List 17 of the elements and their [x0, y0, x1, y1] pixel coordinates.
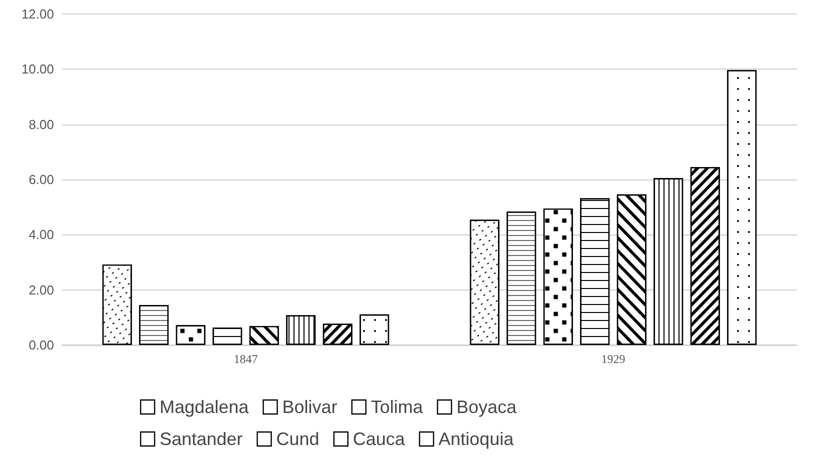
- y-tick-label: 0.00: [28, 338, 54, 352]
- legend-label: Tolima: [370, 397, 424, 417]
- y-tick-label: 2.00: [28, 282, 54, 298]
- legend-label: Boyaca: [456, 397, 518, 417]
- x-tick-label: 1847: [234, 352, 258, 366]
- legend-label: Cund: [276, 429, 320, 449]
- legend-label: Bolivar: [282, 397, 338, 417]
- legend-label: Antioquia: [438, 429, 515, 449]
- y-tick-label: 6.00: [28, 172, 54, 187]
- y-tick-label: 10.00: [21, 62, 54, 77]
- legend-label: Magdalena: [160, 397, 250, 417]
- legend-label: Santander: [160, 429, 243, 449]
- legend-label: Cauca: [352, 429, 406, 449]
- y-tick-label: 8.00: [28, 116, 54, 132]
- x-tick-label: 1929: [601, 352, 626, 366]
- y-tick-label: 12.00: [21, 6, 54, 22]
- y-tick-label: 4.00: [28, 227, 54, 242]
